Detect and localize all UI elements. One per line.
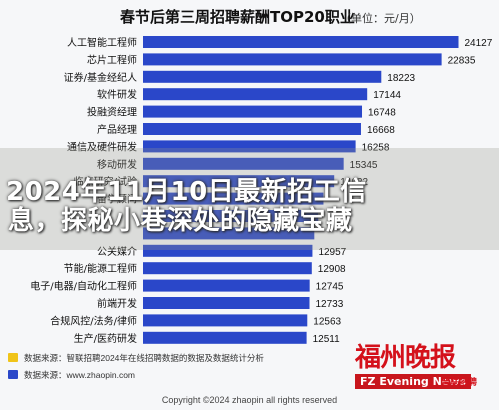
value-label: 24127	[465, 38, 493, 49]
data-source-note: 数据来源：www.zhaopin.com	[8, 366, 264, 383]
value-label: 12733	[316, 299, 344, 310]
logo-title: 福州晚报	[355, 343, 456, 373]
category-label: 节能/能源工程师	[64, 262, 137, 275]
bars-layer: 人工智能工程师 24127 芯片工程师 22835 证券/基金经纪人 18223 软件研发 1…	[30, 36, 493, 345]
value-label: 12908	[318, 264, 346, 275]
bar	[143, 53, 442, 66]
bar	[143, 297, 310, 309]
stat-period-text: 数据来源：智联招聘2024年在线招聘数据的数据及数据统计分析	[24, 352, 264, 363]
category-label: 留学顾问	[97, 193, 137, 206]
bar	[143, 175, 335, 188]
category-label: 通信及硬件研发	[67, 140, 137, 153]
value-label: 16748	[368, 108, 396, 119]
overlay-band	[0, 148, 499, 250]
bar	[143, 140, 356, 153]
category-label: 人工智能工程师	[67, 36, 137, 49]
chart-notes: 数据来源：智联招聘2024年在线招聘数据的数据及数据统计分析 数据来源：www.…	[8, 349, 264, 383]
value-label: 18223	[387, 73, 415, 84]
category-label: 电子/电器/自动化工程师	[30, 280, 137, 293]
value-label: 15345	[350, 160, 378, 171]
category-label: 投融资经理	[87, 106, 137, 119]
chart-unit-label: （单位：元/月）	[340, 11, 421, 25]
value-label: 16668	[367, 125, 395, 136]
headline-line-2: 息，探秘小巷深处的隐藏宝藏	[8, 206, 353, 236]
bar	[143, 227, 315, 240]
category-label: 公关媒介	[97, 245, 137, 258]
data-source-text: 数据来源：www.zhaopin.com	[24, 369, 136, 380]
newspaper-logo: 福州晚报 FZ Evening News 晋联招聘	[353, 337, 495, 393]
bar	[143, 192, 324, 205]
bar	[143, 157, 344, 170]
bar	[143, 88, 368, 101]
category-label: 临床研究/试验	[74, 175, 137, 188]
bar	[143, 279, 310, 292]
headline-line-1: 2024年11月10日最新招工信	[6, 177, 367, 207]
bar	[143, 262, 312, 275]
source-swatch	[8, 370, 18, 379]
stat-swatch	[8, 353, 18, 362]
bar	[143, 70, 382, 83]
value-label: 16258	[362, 142, 390, 153]
chart-title: 春节后第三周招聘薪酬TOP20职业	[120, 8, 355, 26]
category-label: 芯片工程师	[87, 53, 137, 66]
category-label: 软件研发	[97, 88, 137, 101]
value-label: 17144	[373, 90, 401, 101]
category-label: 证券/基金经纪人	[64, 71, 137, 84]
bar	[143, 36, 459, 48]
logo-tagline-2: 晋联招聘	[441, 377, 478, 387]
copyright-text: Copyright ©2024 zhaopin all rights reser…	[161, 395, 338, 405]
category-label: 移动研发	[97, 158, 137, 171]
value-label: 22835	[448, 55, 476, 66]
value-label: 14622	[340, 177, 368, 188]
value-label: 12563	[313, 316, 341, 327]
category-label: 合规风控/法务/律师	[50, 314, 137, 327]
bar	[143, 123, 361, 135]
stat-period-note: 数据来源：智联招聘2024年在线招聘数据的数据及数据统计分析	[8, 349, 264, 366]
value-label: 12511	[313, 334, 341, 345]
bar	[143, 314, 308, 327]
bar	[143, 210, 319, 222]
bar	[143, 331, 307, 344]
value-label: 12957	[318, 247, 346, 258]
bar-chart: 春节后第三周招聘薪酬TOP20职业 （单位：元/月） 人工智能工程师 24127 芯…	[30, 8, 493, 345]
bar	[143, 105, 363, 118]
category-label: 生产/医药研发	[74, 332, 137, 345]
value-label: 12745	[316, 282, 344, 293]
bar	[143, 244, 313, 257]
logo-tagline: FZ Evening News	[355, 374, 471, 389]
category-label: 产品经理	[97, 123, 137, 136]
category-label: 前端开发	[97, 297, 137, 310]
